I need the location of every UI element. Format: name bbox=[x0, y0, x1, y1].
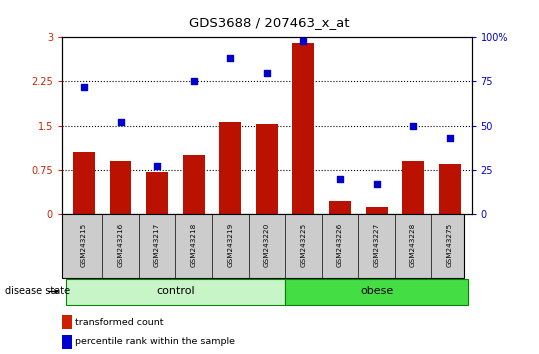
Point bbox=[445, 135, 454, 141]
Text: obese: obese bbox=[360, 286, 393, 297]
Text: GSM243225: GSM243225 bbox=[300, 223, 306, 267]
Bar bbox=[402, 161, 424, 214]
Text: GSM243217: GSM243217 bbox=[154, 223, 160, 267]
Bar bbox=[146, 172, 168, 214]
Point bbox=[372, 181, 381, 187]
Point bbox=[226, 56, 234, 61]
Bar bbox=[73, 152, 95, 214]
Text: GSM243219: GSM243219 bbox=[227, 223, 233, 267]
Text: transformed count: transformed count bbox=[75, 318, 163, 327]
Point bbox=[262, 70, 271, 75]
Text: GSM243228: GSM243228 bbox=[410, 223, 416, 267]
Text: control: control bbox=[156, 286, 195, 297]
Point bbox=[409, 123, 417, 129]
Bar bbox=[439, 164, 461, 214]
Point bbox=[80, 84, 88, 90]
Bar bbox=[109, 161, 132, 214]
Text: GDS3688 / 207463_x_at: GDS3688 / 207463_x_at bbox=[189, 16, 350, 29]
Bar bbox=[329, 201, 351, 214]
Bar bbox=[285, 279, 468, 305]
Point bbox=[153, 164, 161, 169]
Text: GSM243275: GSM243275 bbox=[447, 223, 453, 267]
Text: GSM243220: GSM243220 bbox=[264, 223, 270, 267]
Text: GSM243216: GSM243216 bbox=[118, 223, 123, 267]
Text: GSM243215: GSM243215 bbox=[81, 223, 87, 267]
Text: GSM243226: GSM243226 bbox=[337, 223, 343, 267]
Point bbox=[116, 119, 125, 125]
Bar bbox=[183, 155, 205, 214]
Text: GSM243218: GSM243218 bbox=[191, 223, 197, 267]
Text: disease state: disease state bbox=[5, 286, 71, 297]
Point bbox=[336, 176, 344, 182]
Bar bbox=[66, 279, 285, 305]
Point bbox=[189, 79, 198, 84]
Bar bbox=[293, 43, 314, 214]
Bar bbox=[365, 207, 388, 214]
Bar bbox=[256, 125, 278, 214]
Point bbox=[299, 38, 308, 44]
Text: percentile rank within the sample: percentile rank within the sample bbox=[75, 337, 235, 346]
Bar bbox=[219, 122, 241, 214]
Text: GSM243227: GSM243227 bbox=[374, 223, 379, 267]
